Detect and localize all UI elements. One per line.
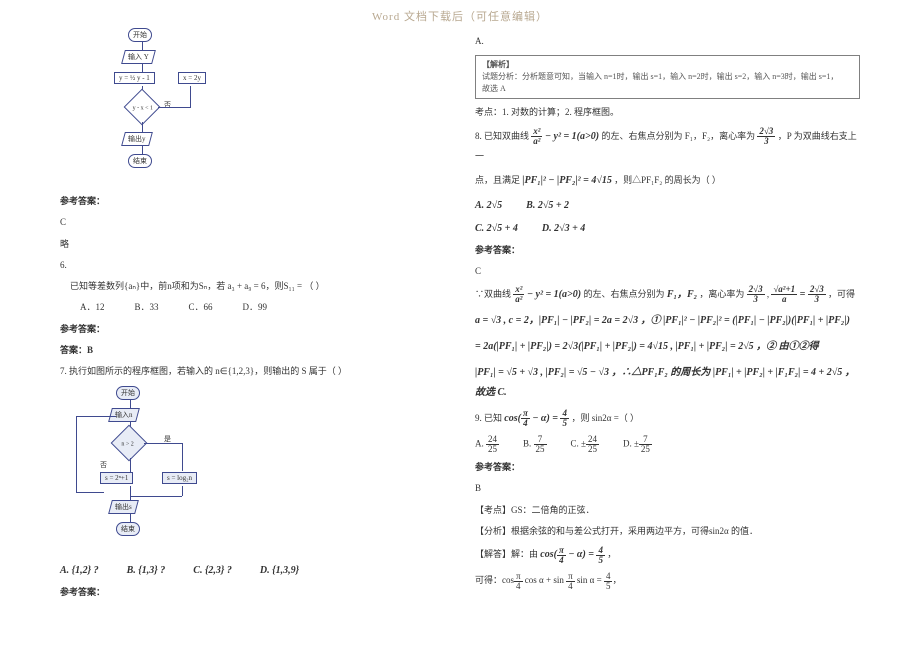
jiexi-title: 【解析】: [482, 59, 853, 71]
sol8-l3: = 2a(|PF₁| + |PF₂|) = 2√3(|PF₁| + |PF₂|)…: [475, 337, 860, 357]
ref-answer-8: C: [475, 264, 860, 279]
ref-answer-label-5: 参考答案：: [60, 194, 445, 209]
q8-equation: x²a² − y² = 1(a>0): [531, 131, 601, 142]
sol8-l2: a = √3 , c = 2，|PF₁| − |PF₂| = 2a = 2√3 …: [475, 311, 860, 331]
a-label: A.: [475, 34, 860, 49]
q9-eq: cos(π4 − α) = 45: [504, 413, 571, 424]
fc2-input: 输入n: [108, 408, 139, 422]
fc2-start: 开始: [116, 386, 140, 400]
q8-opt-b: B. 2√5 + 2: [526, 197, 569, 214]
ref-answer-6: 答案：B: [60, 343, 445, 358]
sol8-l1: ∵双曲线 x²a² − y² = 1(a>0) 的左、右焦点分别为 F₁，F₂ …: [475, 285, 860, 305]
left-column: 开始 输入 Y y = ½ y - 1 x = 2y y - x < 1 否 输…: [60, 28, 445, 606]
q6-opt-c: C．66: [189, 300, 213, 315]
fc2-right: s = log₂n: [162, 472, 197, 484]
ref-answer-5-note: 略: [60, 237, 445, 252]
q6-text: 已知等差数列{aₙ}中，前n项和为Sₙ，若 a₃ + a₉ = 6，则S₁₁ =…: [70, 279, 445, 294]
jd9-line2: 可得：cosπ4 cos α + sin π4 sin α = 45，: [475, 571, 860, 590]
q7-opt-c: C. {2,3} ?: [193, 562, 232, 579]
q8-options-row2: C. 2√5 + 4 D. 2√3 + 4: [475, 220, 860, 237]
kd9: 【考点】GS：二倍角的正弦．: [475, 503, 860, 518]
doc-header: Word 文档下载后（可任意编辑）: [0, 0, 920, 28]
ref-answer-label-7: 参考答案：: [60, 585, 445, 600]
fc1-side: x = 2y: [178, 72, 206, 84]
ref-answer-label-6: 参考答案：: [60, 322, 445, 337]
fc2-end: 结束: [116, 522, 140, 536]
fc2-cond: n > 2: [111, 424, 148, 461]
sol8-l4: |PF₁| = √5 + √3 , |PF₂| = √5 − √3 ，∴△PF₁…: [475, 363, 860, 403]
fx9: 【分析】根据余弦的和与差公式打开，采用两边平方，可得sin2α 的值．: [475, 524, 860, 539]
q9-opt-a: A. 2425: [475, 435, 499, 454]
q6-opt-b: B．33: [135, 300, 159, 315]
fc2-left: s = 2ⁿ+1: [100, 472, 133, 484]
jiexi-body: 试题分析：分析题意可知，当输入 n=1时，输出 s=1，输入 n=2时，输出 s…: [482, 71, 853, 83]
q6-opt-d: D．99: [243, 300, 268, 315]
q7-opt-b: B. {1,3} ?: [127, 562, 166, 579]
fc1-cond: y - x < 1: [124, 89, 161, 126]
fc1-input: 输入 Y: [121, 50, 156, 64]
q8-opt-d: D. 2√3 + 4: [542, 220, 585, 237]
q9-opt-d: D. ±725: [623, 435, 652, 454]
q8-line2: 点，且满足 |PF₁|² − |PF₂|² = 4√15 ，则△PF₁F₂ 的周…: [475, 171, 860, 191]
ref-answer-9: B: [475, 481, 860, 496]
q8-ecc: 2√33: [757, 131, 777, 142]
q7-opt-d: D. {1,3,9}: [260, 562, 299, 579]
flowchart-1: 开始 输入 Y y = ½ y - 1 x = 2y y - x < 1 否 输…: [70, 28, 220, 188]
q8-options-row1: A. 2√5 B. 2√5 + 2: [475, 197, 860, 214]
jiexi-tail: 故选 A: [482, 83, 853, 95]
fc1-end: 结束: [128, 154, 152, 168]
q9-opt-b: B. 725: [523, 435, 547, 454]
q8-opt-a: A. 2√5: [475, 197, 502, 214]
q9-opt-c: C. ±2425: [571, 435, 599, 454]
flowchart-2: 开始 输入n n > 2 是 否 s = 2ⁿ+1 s = log₂n 输出s …: [64, 386, 244, 556]
fc1-out: 输出y: [121, 132, 152, 146]
q8: 8. 已知双曲线 x²a² − y² = 1(a>0) 的左、右焦点分别为 F₁…: [475, 127, 860, 165]
jd9: 【解答】解：由 cos(π4 − α) = 45 ，: [475, 545, 860, 565]
q6-opt-a: A．12: [80, 300, 105, 315]
q7-text: 7. 执行如图所示的程序框图，若输入的 n∈{1,2,3}，则输出的 S 属于（…: [60, 364, 445, 379]
ref-answer-5: C: [60, 215, 445, 230]
fc1-no: 否: [164, 100, 171, 110]
q7-options: A. {1,2} ? B. {1,3} ? C. {2,3} ? D. {1,3…: [60, 562, 445, 579]
fc1-start: 开始: [128, 28, 152, 42]
q9-options: A. 2425 B. 725 C. ±2425 D. ±725: [475, 435, 860, 454]
q8-opt-c: C. 2√5 + 4: [475, 220, 518, 237]
page-body: 开始 输入 Y y = ½ y - 1 x = 2y y - x < 1 否 输…: [0, 28, 920, 606]
fc2-out: 输出s: [108, 500, 138, 514]
fc2-no: 否: [100, 460, 107, 470]
q7-opt-a: A. {1,2} ?: [60, 562, 99, 579]
q6-number: 6.: [60, 258, 445, 273]
right-column: A. 【解析】 试题分析：分析题意可知，当输入 n=1时，输出 s=1，输入 n…: [475, 28, 860, 606]
ref-answer-label-9: 参考答案：: [475, 460, 860, 475]
q6-options: A．12 B．33 C．66 D．99: [80, 300, 445, 315]
kaodian-7: 考点：1. 对数的计算；2. 程序框图。: [475, 105, 860, 120]
fc1-assign: y = ½ y - 1: [114, 72, 155, 84]
q9: 9. 已知 cos(π4 − α) = 45 ，则 sin2α =（ ）: [475, 409, 860, 429]
analysis-box: 【解析】 试题分析：分析题意可知，当输入 n=1时，输出 s=1，输入 n=2时…: [475, 55, 860, 99]
ref-answer-label-8: 参考答案：: [475, 243, 860, 258]
